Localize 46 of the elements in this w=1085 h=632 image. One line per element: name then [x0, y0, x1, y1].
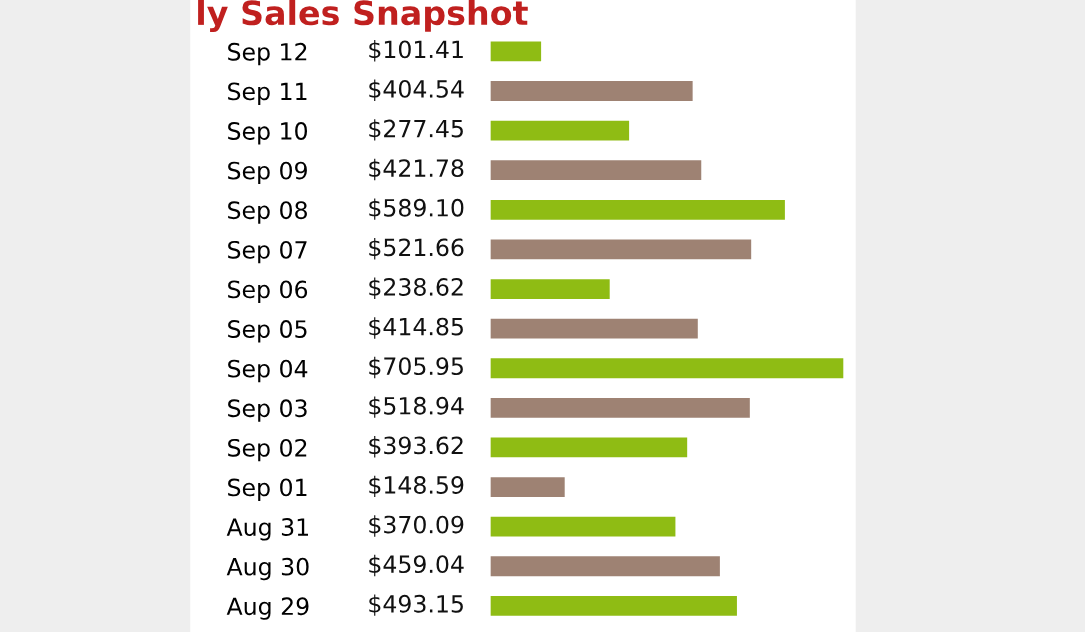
bar [490, 318, 698, 339]
data-label: $370.09 [369, 515, 464, 537]
data-label: $277.45 [369, 119, 463, 141]
data-label: $393.62 [369, 436, 463, 458]
bar [490, 199, 785, 220]
bar [490, 120, 630, 141]
data-label: $589.10 [369, 198, 464, 220]
bar [490, 477, 565, 497]
data-label: $404.54 [369, 79, 464, 101]
y-tick-label: Sep 01 [228, 478, 307, 501]
bar [490, 41, 542, 62]
data-label: $414.85 [369, 317, 463, 339]
y-tick-label: Sep 04 [228, 359, 308, 383]
y-tick-label: Sep 03 [228, 399, 307, 422]
y-tick-label: Sep 12 [228, 42, 307, 66]
y-tick-label: Sep 10 [228, 122, 308, 145]
y-tick-label: Sep 09 [228, 161, 307, 185]
y-tick-label: Aug 31 [226, 518, 308, 541]
y-tick-label: Sep 07 [228, 240, 307, 264]
bar [490, 81, 693, 101]
data-label: $148.59 [369, 475, 464, 498]
y-tick-label: Sep 11 [228, 82, 307, 105]
bar [490, 556, 720, 577]
y-tick-label: Aug 30 [226, 557, 309, 581]
data-label: $521.66 [369, 238, 464, 260]
bar [490, 595, 737, 616]
data-label: $101.41 [369, 39, 463, 62]
y-tick-label: Aug 29 [226, 597, 309, 620]
data-label: $705.95 [369, 356, 463, 379]
data-label: $238.62 [369, 277, 463, 300]
y-tick-label: Sep 06 [228, 280, 308, 303]
bar [490, 239, 752, 260]
bar [490, 437, 688, 458]
data-label: $518.94 [369, 396, 464, 418]
bar [490, 397, 750, 418]
chart-title: ly Sales Snapshot [198, 0, 528, 33]
bar [490, 516, 676, 537]
y-tick-label: Sep 02 [228, 438, 307, 462]
bar [490, 160, 702, 181]
y-tick-label: Sep 05 [228, 320, 307, 343]
data-label: $459.04 [369, 554, 464, 577]
data-label: $421.78 [369, 158, 464, 181]
data-label: $493.15 [369, 594, 463, 616]
bar [490, 279, 610, 299]
bar [490, 358, 844, 379]
y-tick-label: Sep 08 [228, 201, 307, 224]
